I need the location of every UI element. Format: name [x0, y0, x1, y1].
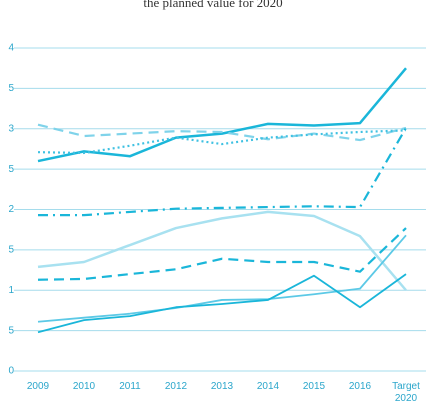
- series-line: [37, 234, 407, 323]
- y-tick-label: 5: [8, 83, 14, 94]
- series-line: [38, 127, 407, 217]
- y-tick-label: 1: [8, 285, 14, 296]
- y-tick-label: 3: [8, 123, 14, 134]
- y-tick-label: 2: [8, 204, 14, 215]
- x-tick-label: 2009: [26, 381, 50, 392]
- x-tick-label: Target 2020: [392, 381, 420, 404]
- y-tick-label: 5: [8, 164, 14, 175]
- x-tick-label: 2014: [256, 381, 280, 392]
- x-tick-label: 2011: [119, 381, 141, 392]
- x-tick-label: 2016: [348, 381, 372, 392]
- x-tick-label: 2013: [210, 381, 234, 392]
- series-line: [37, 129, 407, 155]
- series-line: [37, 67, 407, 163]
- series-line: [37, 123, 407, 142]
- series-line: [37, 227, 407, 281]
- x-tick-label: 2015: [302, 381, 326, 392]
- series-line: [37, 273, 407, 334]
- y-tick-label: 0: [8, 366, 14, 377]
- x-tick-label: 2012: [164, 381, 188, 392]
- x-tick-label: 2010: [72, 381, 96, 392]
- chart-title: the planned value for 2020: [143, 0, 282, 10]
- y-tick-label: 5: [8, 325, 14, 336]
- y-tick-label: 5: [8, 245, 14, 256]
- y-tick-label: 4: [8, 43, 14, 54]
- series-line: [37, 210, 407, 292]
